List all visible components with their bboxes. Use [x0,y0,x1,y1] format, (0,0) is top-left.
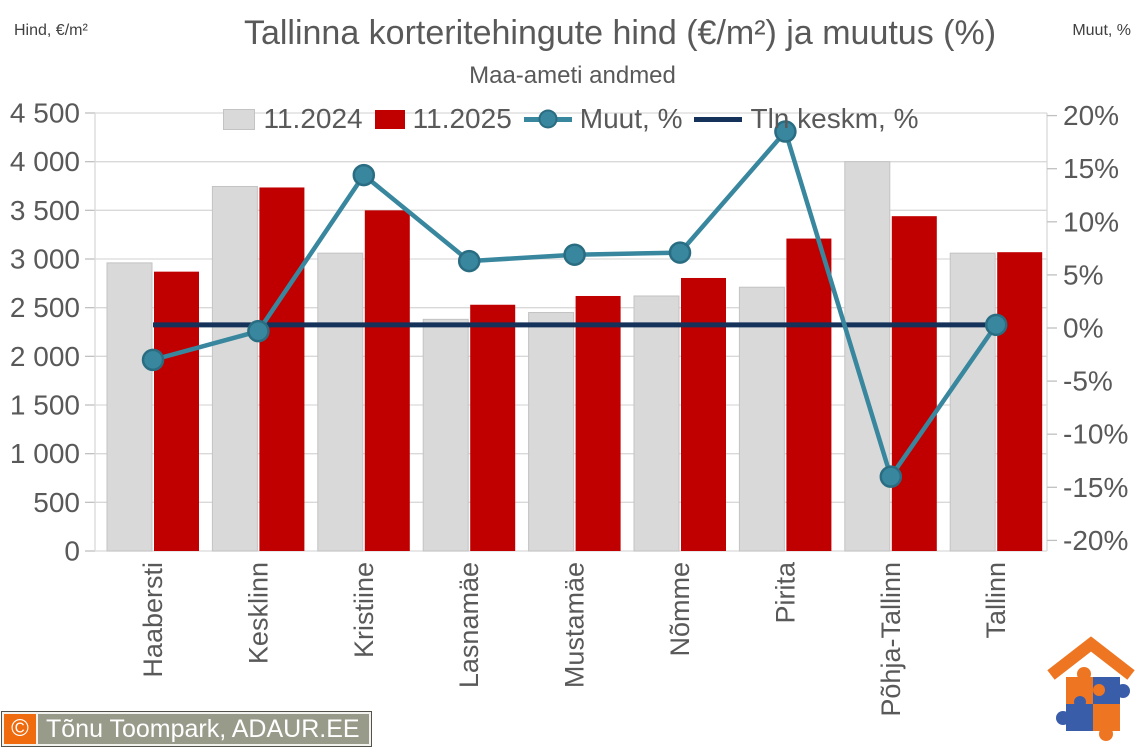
marker-Mustamäe [563,243,586,266]
bar-11.2025-Tallinn [997,252,1043,552]
right-axis-tick-label: -15% [1063,472,1128,503]
x-axis-label-Kristiine: Kristiine [349,562,379,658]
x-axis-label-Nõmme: Nõmme [665,562,695,657]
marker-Nõmme [668,241,692,264]
bar-11.2024-Nõmme [633,295,680,552]
bar-11.2024-Lasnamäe [422,318,469,552]
bar-11.2025-Nõmme [681,277,726,551]
bar-11.2025-Mustamäe [575,295,621,551]
bar-11.2025-Kesklinn [259,187,305,551]
chart-title: Tallinna korteritehingute hind (€/m²) ja… [243,14,997,52]
marker-Lasnamäe [457,249,481,273]
legend-line-marker-sample [523,109,572,129]
watermark: © Tõnu Toompark, ADAUR.EE [1,711,372,747]
x-axis-label-Haabersti: Haabersti [138,562,168,678]
legend-line-sample [694,116,743,122]
left-axis-caption: Hind, €/m² [14,22,88,39]
right-axis-tick-label: 10% [1063,206,1119,237]
legend-item-2025: 11.2025 [374,103,512,135]
legend-label-keskm: Tln keskm, % [750,103,919,134]
x-axis-label-Põhja-Tallinn: Põhja-Tallinn [876,562,906,717]
left-axis-tick-label: 1 500 [10,390,80,421]
bar-11.2024-Põhja-Tallinn [844,161,891,552]
left-axis-tick-label: 3 000 [10,244,80,275]
marker-Pirita [774,120,797,143]
bar-11.2025-Lasnamäe [470,304,516,551]
legend-label-2024: 11.2024 [263,103,363,134]
right-axis-tick-label: 5% [1063,259,1103,290]
chart-subtitle: Maa-ameti andmed [469,62,676,89]
right-axis-tick-label: 0% [1063,313,1103,344]
bar-11.2025-Pirita [786,238,832,551]
marker-Põhja-Tallinn [879,465,903,488]
legend-label-muut: Muut, % [579,103,683,134]
right-axis-tick-label: -10% [1063,419,1128,450]
left-axis-tick-label: 0 [64,536,80,567]
left-axis-tick-label: 4 000 [10,146,80,177]
right-axis-tick-label: 15% [1063,153,1119,184]
bar-11.2025-Haabersti [154,271,199,551]
legend-swatch-2025 [374,109,405,129]
chart-legend: 11.2024 11.2025 Muut, % Tln keskm, % [95,103,1047,135]
right-axis-tick-label: -5% [1063,366,1113,397]
x-axis-label-Kesklinn: Kesklinn [243,562,273,664]
bar-11.2024-Haabersti [106,262,153,552]
left-axis-tick-label: 1 000 [10,438,80,469]
bar-11.2025-Kristiine [364,210,410,552]
right-axis-tick-label: 20% [1063,100,1119,131]
x-axis-label-Pirita: Pirita [770,561,800,623]
copyright-icon: © [4,714,36,744]
bar-11.2024-Mustamäe [528,312,575,552]
bar-11.2024-Kesklinn [211,185,258,552]
x-axis-label-Lasnamäe: Lasnamäe [454,562,484,688]
adaur-logo [1047,636,1135,741]
bar-11.2024-Kristiine [317,252,364,552]
marker-Haabersti [141,348,165,372]
left-axis-tick-label: 4 500 [10,98,80,129]
watermark-text: Tõnu Toompark, ADAUR.EE [36,714,369,744]
x-axis-label-Mustamäe: Mustamäe [560,562,590,688]
marker-Kesklinn [247,319,270,343]
bar-11.2024-Pirita [738,286,785,552]
left-axis-tick-label: 2 500 [10,292,80,323]
legend-label-2025: 11.2025 [412,103,512,134]
right-axis-caption: Muut, % [1072,22,1131,39]
marker-Tallinn [984,313,1008,337]
logo-roof [1047,636,1135,680]
marker-Kristiine [352,163,376,187]
legend-item-muut: Muut, % [523,103,683,135]
legend-swatch-2024 [223,108,256,130]
left-axis-tick-label: 2 000 [10,341,80,372]
logo-puzzle [1056,667,1130,741]
x-axis-label-Tallinn: Tallinn [981,562,1011,639]
left-axis-tick-label: 3 500 [10,195,80,226]
legend-item-keskm: Tln keskm, % [694,103,919,135]
right-axis-tick-label: -20% [1063,525,1128,556]
bar-11.2025-Põhja-Tallinn [891,216,937,551]
bar-11.2024-Tallinn [949,252,996,552]
legend-marker-dot [538,109,558,129]
legend-item-2024: 11.2024 [223,103,363,135]
left-axis-tick-label: 500 [33,487,80,518]
